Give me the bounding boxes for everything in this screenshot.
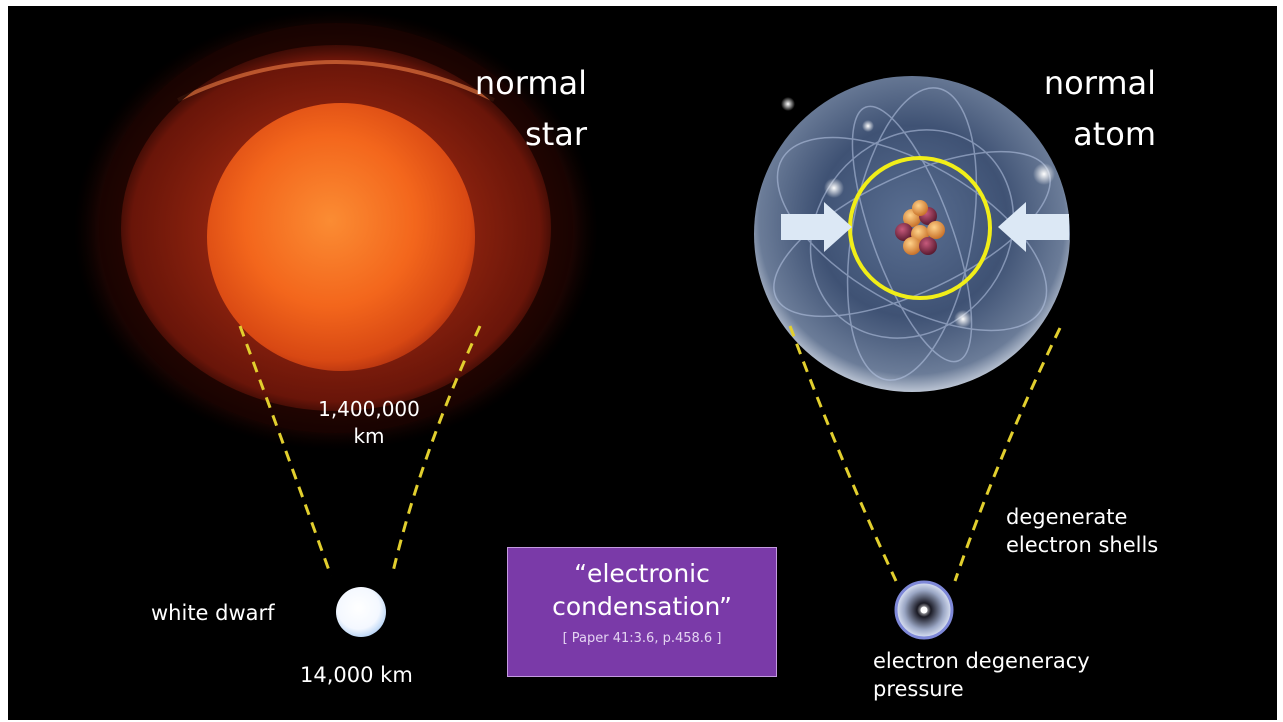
- atom-right-dashed-line: [953, 327, 1062, 582]
- normal-star-label: normal star: [475, 58, 587, 160]
- degeneracy-pressure-label: electron degeneracy pressure: [873, 647, 1090, 704]
- compression-arrow-right: [998, 202, 1069, 252]
- star-diameter-value: 1,400,000: [318, 397, 420, 421]
- star-prominence: [177, 60, 495, 102]
- compression-arrow-left: [781, 202, 852, 252]
- illustration: [74, 10, 1070, 640]
- white-dwarf-label: white dwarf: [151, 601, 275, 625]
- degenerate-nucleus-dot: [920, 606, 928, 614]
- degeneracy-pressure-line2: pressure: [873, 677, 964, 702]
- white-dwarf-sphere: [336, 587, 386, 637]
- electrons: [781, 97, 1055, 328]
- callout-quote-line2: condensation”: [552, 592, 732, 621]
- white-dwarf-diameter: 14,000 km: [300, 663, 413, 687]
- atom-left-dashed-line: [788, 325, 898, 582]
- degenerate-shells-label: degenerate electron shells: [1006, 503, 1158, 560]
- nucleus: [895, 200, 945, 255]
- star-diameter: 1,400,000 km: [296, 396, 442, 450]
- normal-star: [74, 10, 598, 450]
- callout-quote: “electronic condensation”: [508, 557, 776, 623]
- star-disk: [207, 103, 475, 371]
- callout-quote-line1: “electronic: [574, 559, 710, 588]
- normal-star-label-line1: normal: [474, 64, 587, 102]
- normal-atom-label-line2: atom: [1073, 115, 1156, 154]
- normal-atom-label: normal atom: [1044, 58, 1156, 160]
- star-diameter-unit: km: [353, 424, 385, 448]
- slide: normal star 1,400,000 km white dwarf 14,…: [8, 6, 1277, 720]
- star-left-dashed-line: [238, 325, 333, 577]
- normal-star-label-line2: star: [525, 115, 587, 154]
- callout-reference: [ Paper 41:3.6, p.458.6 ]: [562, 631, 722, 646]
- star-right-dashed-line: [390, 325, 482, 577]
- normal-atom: [754, 76, 1070, 392]
- electronic-condensation-callout: “electronic condensation” [ Paper 41:3.6…: [507, 547, 777, 677]
- degenerate-shells-line1: degenerate: [1006, 505, 1128, 529]
- electron-orbits: [773, 87, 1051, 381]
- degeneracy-pressure-line1: electron degeneracy: [873, 649, 1090, 673]
- degenerate-shells-line2: electron shells: [1006, 533, 1159, 558]
- normal-atom-label-line1: normal: [1043, 64, 1156, 102]
- star-dark-ring: [99, 23, 573, 433]
